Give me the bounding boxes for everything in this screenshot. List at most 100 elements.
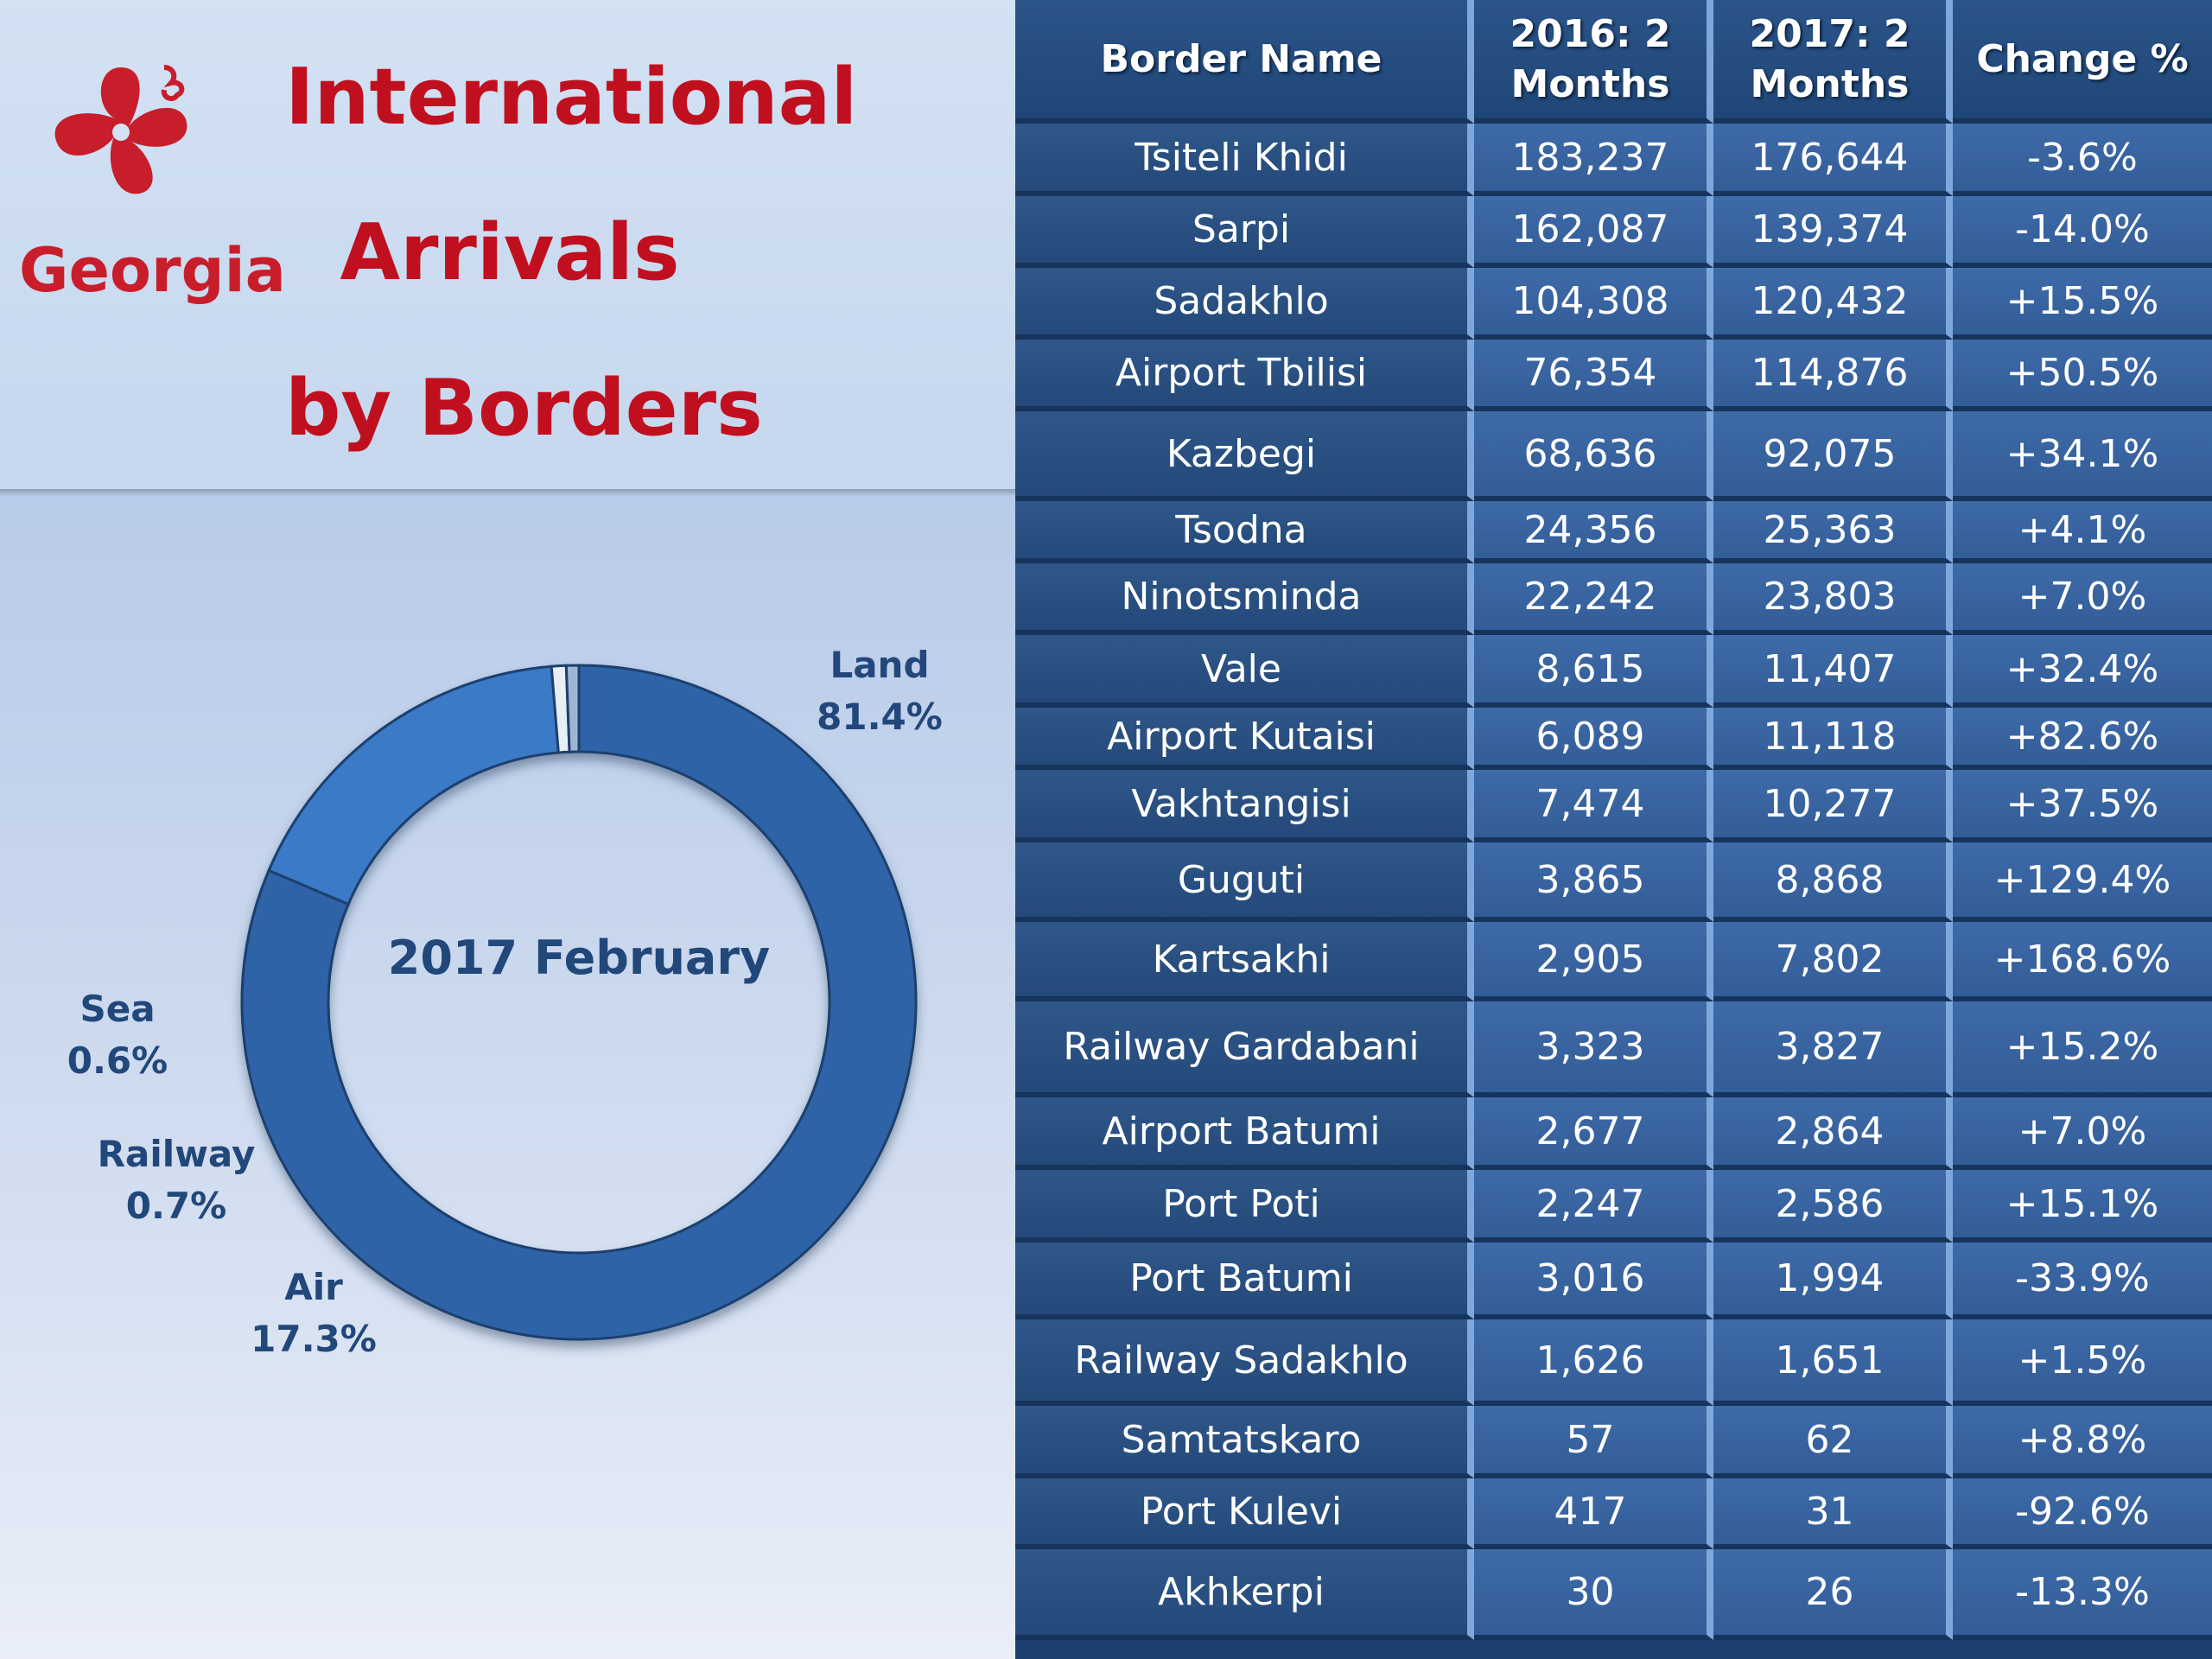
table-row: Port Poti 2,247 2,586 +15.1% bbox=[1015, 1170, 2212, 1243]
cell-2016-value: 3,865 bbox=[1474, 842, 1713, 922]
table-row: Airport Kutaisi 6,089 11,118 +82.6% bbox=[1015, 708, 2212, 770]
cell-change-percent: +15.2% bbox=[1953, 1001, 2212, 1097]
cell-change-percent: +15.5% bbox=[1953, 268, 2212, 340]
cell-2017-value: 11,118 bbox=[1713, 708, 1953, 770]
cell-border-name: Guguti bbox=[1015, 842, 1474, 922]
column-header-change: Change % bbox=[1953, 0, 2212, 124]
slice-value-railway: 0.7% bbox=[126, 1185, 226, 1227]
cell-change-percent: -13.3% bbox=[1953, 1549, 2212, 1640]
georgia-logo-icon bbox=[54, 65, 188, 194]
border-arrivals-table: Border Name 2016: 2 Months 2017: 2 Month… bbox=[1015, 0, 2212, 1659]
cell-2016-value: 57 bbox=[1474, 1406, 1713, 1478]
cell-2017-value: 11,407 bbox=[1713, 635, 1953, 708]
cell-change-percent: -14.0% bbox=[1953, 196, 2212, 268]
cell-change-percent: -3.6% bbox=[1953, 124, 2212, 196]
header-divider bbox=[0, 489, 1015, 496]
table-row: Railway Gardabani 3,323 3,827 +15.2% bbox=[1015, 1001, 2212, 1097]
cell-2017-value: 114,876 bbox=[1713, 340, 1953, 411]
cell-change-percent: +7.0% bbox=[1953, 563, 2212, 635]
logo-text: Georgia bbox=[19, 235, 286, 306]
table-header-row: Border Name 2016: 2 Months 2017: 2 Month… bbox=[1015, 0, 2212, 124]
cell-border-name: Airport Kutaisi bbox=[1015, 708, 1474, 770]
cell-change-percent: +34.1% bbox=[1953, 411, 2212, 501]
slice-label-railway: Railway bbox=[98, 1133, 256, 1175]
cell-2016-value: 68,636 bbox=[1474, 411, 1713, 501]
cell-2017-value: 176,644 bbox=[1713, 124, 1953, 196]
table-row: Kazbegi 68,636 92,075 +34.1% bbox=[1015, 411, 2212, 501]
cell-border-name: Tsiteli Khidi bbox=[1015, 124, 1474, 196]
title-line-2: Arrivals bbox=[340, 207, 680, 298]
cell-change-percent: +4.1% bbox=[1953, 501, 2212, 563]
cell-2017-value: 1,651 bbox=[1713, 1319, 1953, 1406]
cell-2017-value: 26 bbox=[1713, 1549, 1953, 1640]
cell-change-percent: +1.5% bbox=[1953, 1319, 2212, 1406]
cell-border-name: Tsodna bbox=[1015, 501, 1474, 563]
cell-border-name: Kartsakhi bbox=[1015, 922, 1474, 1001]
table-row: Tsiteli Khidi 183,237 176,644 -3.6% bbox=[1015, 124, 2212, 196]
column-header-2016: 2016: 2 Months bbox=[1474, 0, 1713, 124]
cell-border-name: Port Poti bbox=[1015, 1170, 1474, 1243]
cell-2016-value: 2,905 bbox=[1474, 922, 1713, 1001]
cell-2017-value: 62 bbox=[1713, 1406, 1953, 1478]
header-panel: Georgia International Arrivals by Border… bbox=[0, 0, 1015, 489]
cell-2016-value: 22,242 bbox=[1474, 563, 1713, 635]
cell-border-name: Port Kulevi bbox=[1015, 1478, 1474, 1549]
cell-change-percent: +32.4% bbox=[1953, 635, 2212, 708]
cell-border-name: Sadakhlo bbox=[1015, 268, 1474, 340]
cell-border-name: Ninotsminda bbox=[1015, 563, 1474, 635]
chart-center-title: 2017 February bbox=[388, 931, 770, 985]
cell-2017-value: 139,374 bbox=[1713, 196, 1953, 268]
title-line-3: by Borders bbox=[285, 363, 763, 454]
cell-2016-value: 2,247 bbox=[1474, 1170, 1713, 1243]
cell-border-name: Vakhtangisi bbox=[1015, 770, 1474, 842]
cell-change-percent: +168.6% bbox=[1953, 922, 2212, 1001]
table-row: Railway Sadakhlo 1,626 1,651 +1.5% bbox=[1015, 1319, 2212, 1406]
table-row: Port Kulevi 417 31 -92.6% bbox=[1015, 1478, 2212, 1549]
cell-border-name: Railway Gardabani bbox=[1015, 1001, 1474, 1097]
cell-2016-value: 183,237 bbox=[1474, 124, 1713, 196]
cell-border-name: Vale bbox=[1015, 635, 1474, 708]
cell-2017-value: 8,868 bbox=[1713, 842, 1953, 922]
table-row: Vale 8,615 11,407 +32.4% bbox=[1015, 635, 2212, 708]
cell-2017-value: 92,075 bbox=[1713, 411, 1953, 501]
donut-slice-air bbox=[267, 664, 560, 906]
cell-change-percent: +37.5% bbox=[1953, 770, 2212, 842]
slice-label-air: Air bbox=[284, 1266, 343, 1308]
cell-2017-value: 25,363 bbox=[1713, 501, 1953, 563]
cell-2017-value: 23,803 bbox=[1713, 563, 1953, 635]
slice-value-sea: 0.6% bbox=[67, 1039, 168, 1082]
cell-border-name: Railway Sadakhlo bbox=[1015, 1319, 1474, 1406]
cell-2016-value: 104,308 bbox=[1474, 268, 1713, 340]
cell-2017-value: 3,827 bbox=[1713, 1001, 1953, 1097]
cell-2017-value: 120,432 bbox=[1713, 268, 1953, 340]
cell-change-percent: -92.6% bbox=[1953, 1478, 2212, 1549]
cell-change-percent: +129.4% bbox=[1953, 842, 2212, 922]
cell-change-percent: +7.0% bbox=[1953, 1097, 2212, 1170]
cell-2016-value: 30 bbox=[1474, 1549, 1713, 1640]
cell-2016-value: 417 bbox=[1474, 1478, 1713, 1549]
slice-label-sea: Sea bbox=[79, 988, 155, 1030]
donut-slice-sea bbox=[564, 664, 581, 753]
table-row: Airport Batumi 2,677 2,864 +7.0% bbox=[1015, 1097, 2212, 1170]
donut-chart: 2017 February Land 81.4% Air 17.3% Railway 0.… bbox=[67, 644, 943, 1360]
donut-slice-land bbox=[240, 664, 918, 1341]
cell-2017-value: 10,277 bbox=[1713, 770, 1953, 842]
table-row: Sarpi 162,087 139,374 -14.0% bbox=[1015, 196, 2212, 268]
cell-2017-value: 31 bbox=[1713, 1478, 1953, 1549]
cell-2016-value: 7,474 bbox=[1474, 770, 1713, 842]
table-row: Sadakhlo 104,308 120,432 +15.5% bbox=[1015, 268, 2212, 340]
title-line-1: International bbox=[285, 52, 858, 143]
cell-border-name: Port Batumi bbox=[1015, 1243, 1474, 1319]
cell-border-name: Akhkerpi bbox=[1015, 1549, 1474, 1640]
table-row: Ninotsminda 22,242 23,803 +7.0% bbox=[1015, 563, 2212, 635]
slice-value-air: 17.3% bbox=[251, 1318, 377, 1360]
cell-border-name: Airport Tbilisi bbox=[1015, 340, 1474, 411]
cell-2016-value: 2,677 bbox=[1474, 1097, 1713, 1170]
cell-2016-value: 162,087 bbox=[1474, 196, 1713, 268]
table-row: Tsodna 24,356 25,363 +4.1% bbox=[1015, 501, 2212, 563]
cell-change-percent: -33.9% bbox=[1953, 1243, 2212, 1319]
table-row: Akhkerpi 30 26 -13.3% bbox=[1015, 1549, 2212, 1640]
table-row: Airport Tbilisi 76,354 114,876 +50.5% bbox=[1015, 340, 2212, 411]
cell-border-name: Kazbegi bbox=[1015, 411, 1474, 501]
cell-2017-value: 7,802 bbox=[1713, 922, 1953, 1001]
